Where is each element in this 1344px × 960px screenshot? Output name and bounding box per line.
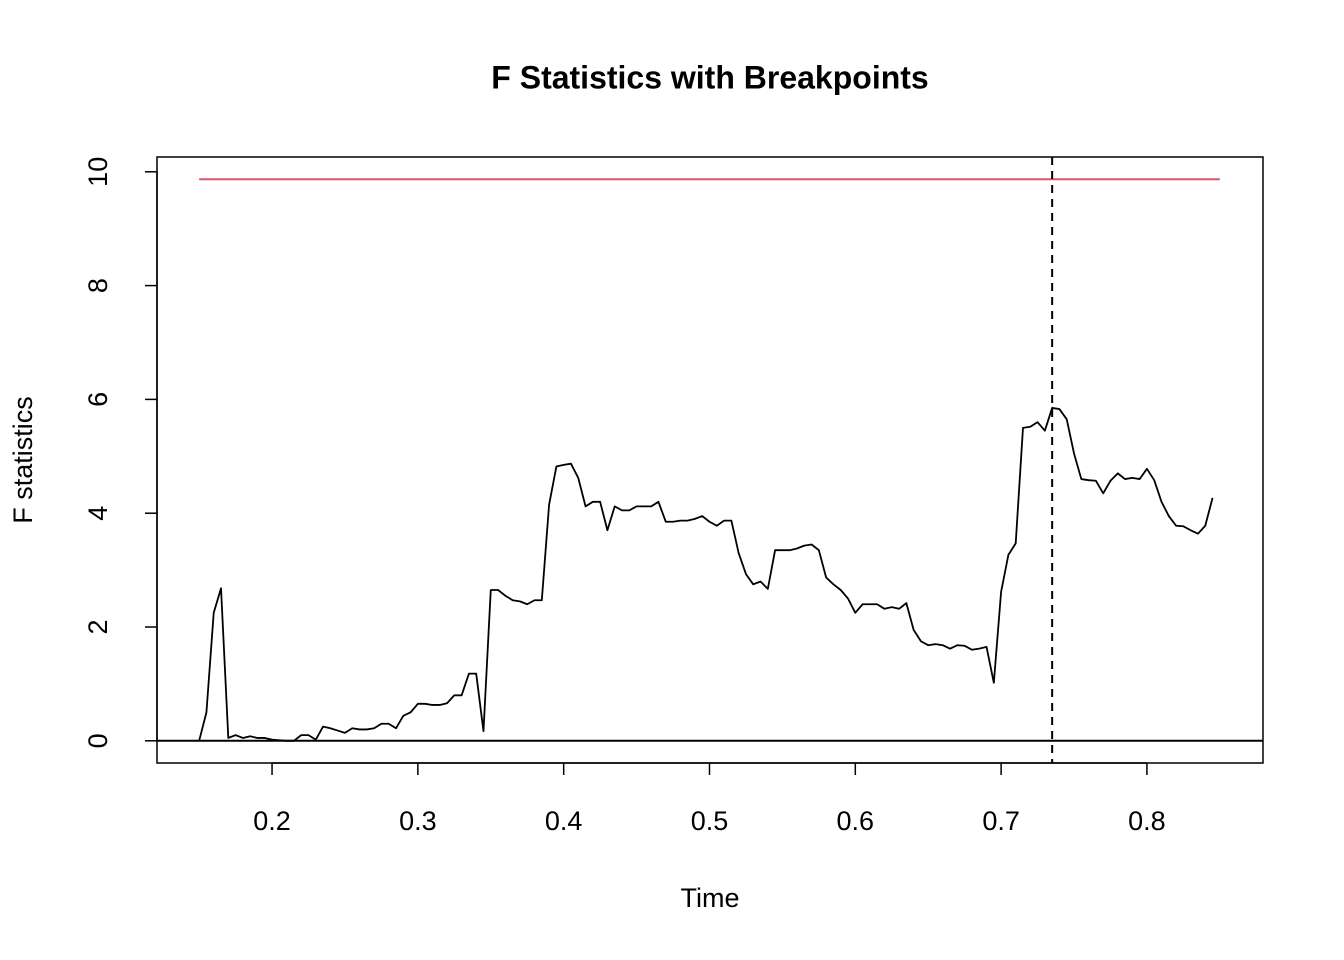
chart-title: F Statistics with Breakpoints xyxy=(491,59,928,95)
x-tick-label: 0.6 xyxy=(837,806,875,836)
x-axis-label: Time xyxy=(681,883,740,913)
x-tick-label: 0.2 xyxy=(253,806,291,836)
y-tick-label: 8 xyxy=(83,278,113,293)
x-tick-label: 0.4 xyxy=(545,806,583,836)
y-tick-label: 10 xyxy=(83,157,113,187)
y-tick-label: 4 xyxy=(83,506,113,521)
x-tick-label: 0.3 xyxy=(399,806,437,836)
data-line xyxy=(198,407,1214,742)
y-tick-label: 0 xyxy=(83,733,113,748)
y-axis-label: F statistics xyxy=(8,396,38,524)
x-tick-label: 0.8 xyxy=(1128,806,1166,836)
x-tick-label: 0.7 xyxy=(982,806,1020,836)
y-tick-label: 2 xyxy=(83,619,113,634)
x-tick-label: 0.5 xyxy=(691,806,729,836)
y-tick-label: 6 xyxy=(83,392,113,407)
